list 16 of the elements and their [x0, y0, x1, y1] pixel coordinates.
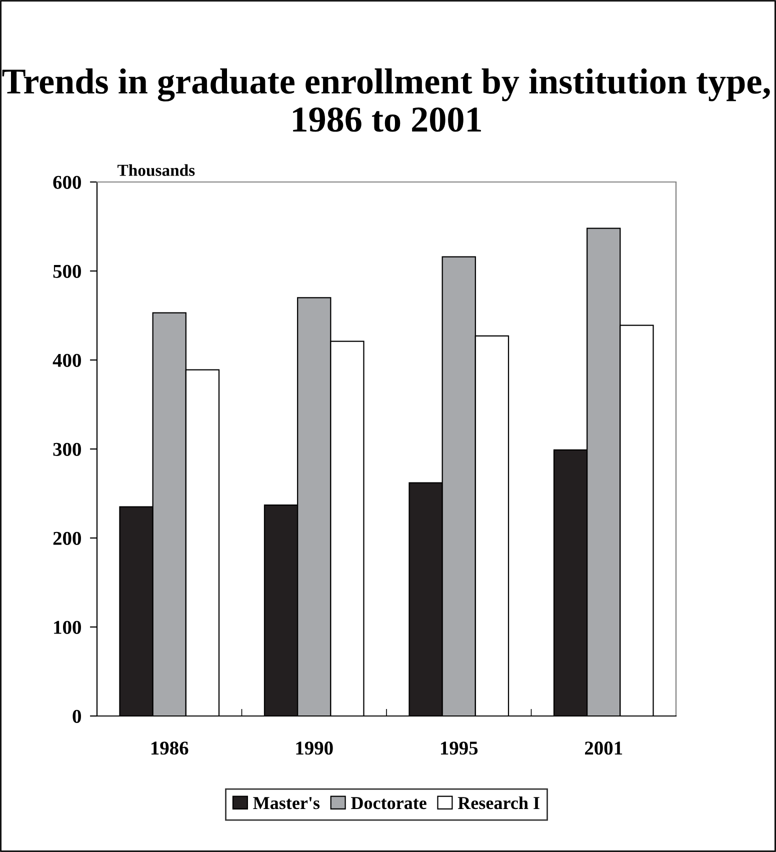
y-axis-title: Thousands [118, 164, 195, 176]
y-tick-label: 600 [53, 176, 81, 189]
x-tick-label: 1986 [151, 742, 188, 755]
legend-label: Research I [458, 796, 540, 810]
y-tick-label: 200 [53, 532, 81, 545]
y-tick-label: 100 [54, 620, 81, 634]
y-tick-label: 400 [52, 354, 81, 367]
x-tick-label: 2001 [585, 742, 622, 755]
y-tick-label: 0 [72, 710, 81, 723]
y-tick-label: 300 [53, 442, 81, 456]
chart-title: Trends in graduate enrollment by institution type, 1986 to 2001 [2, 68, 770, 132]
legend-label: Master's [253, 797, 320, 810]
x-tick-label: 1990 [296, 742, 333, 755]
y-tick-label: 500 [53, 264, 81, 278]
x-tick-label: 1995 [440, 742, 478, 755]
legend-label: Doctorate [351, 797, 426, 810]
